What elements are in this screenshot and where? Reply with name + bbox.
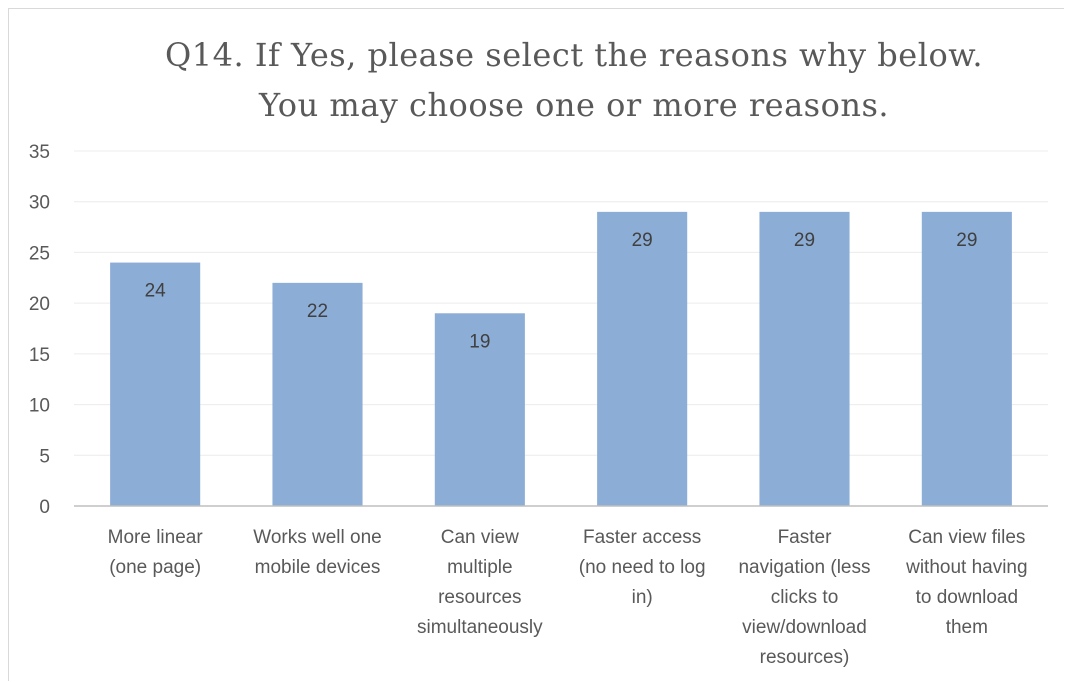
y-tick-label: 10 bbox=[29, 396, 50, 417]
data-label: 29 bbox=[794, 230, 815, 251]
data-label: 22 bbox=[307, 301, 328, 322]
x-category-label: Can view files without having to downloa… bbox=[906, 527, 1028, 638]
data-label: 24 bbox=[145, 281, 167, 302]
y-tick-label: 30 bbox=[29, 193, 50, 214]
data-label: 29 bbox=[632, 230, 653, 251]
y-tick-label: 20 bbox=[29, 294, 50, 315]
bar bbox=[759, 211, 850, 506]
bar bbox=[110, 262, 201, 506]
y-tick-label: 25 bbox=[29, 243, 50, 264]
y-tick-label: 35 bbox=[29, 142, 50, 163]
bar bbox=[921, 211, 1012, 506]
x-category-label: Can view multiple resources simultaneous… bbox=[416, 527, 543, 638]
x-category-label: Faster navigation (less clicks to view/d… bbox=[738, 527, 871, 668]
y-tick-label: 15 bbox=[29, 345, 50, 366]
chart-title-line-2: You may choose one or more reasons. bbox=[258, 86, 890, 124]
x-category-label: Works well one mobile devices bbox=[253, 527, 382, 578]
x-category-label: More linear (one page) bbox=[107, 527, 203, 578]
data-label: 29 bbox=[956, 230, 977, 251]
chart-title: Q14. If Yes, please select the reasons w… bbox=[74, 30, 1065, 130]
x-category-label: Faster access (no need to log in) bbox=[578, 527, 706, 608]
bar bbox=[272, 282, 363, 506]
y-tick-label: 0 bbox=[39, 497, 50, 518]
chart-frame bbox=[8, 8, 1064, 681]
data-label: 19 bbox=[469, 331, 490, 352]
chart-title-line-1: Q14. If Yes, please select the reasons w… bbox=[165, 36, 983, 74]
bar bbox=[434, 313, 525, 506]
y-tick-label: 5 bbox=[39, 446, 50, 467]
bar bbox=[597, 211, 688, 506]
